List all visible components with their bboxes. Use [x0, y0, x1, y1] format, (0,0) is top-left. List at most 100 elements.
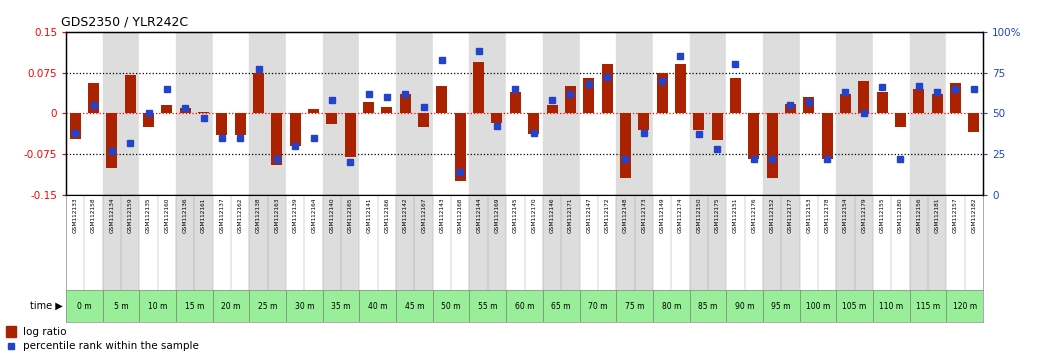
Bar: [121, 32, 140, 195]
Bar: [436, 86, 448, 113]
Bar: [671, 195, 689, 290]
Bar: [140, 195, 157, 290]
Bar: [140, 32, 157, 195]
Bar: [547, 105, 557, 113]
Bar: [140, 290, 176, 322]
Bar: [726, 32, 745, 195]
Bar: [143, 113, 154, 127]
Bar: [579, 290, 616, 322]
Text: 90 m: 90 m: [734, 302, 754, 311]
Text: GSM112142: GSM112142: [403, 198, 408, 233]
Bar: [272, 113, 282, 165]
Bar: [213, 32, 231, 195]
Bar: [745, 32, 763, 195]
Bar: [162, 105, 172, 113]
Bar: [323, 32, 341, 195]
Bar: [726, 290, 763, 322]
Text: GSM112147: GSM112147: [586, 198, 592, 233]
Text: GSM112144: GSM112144: [476, 198, 481, 233]
Bar: [836, 32, 855, 195]
Text: 5 m: 5 m: [113, 302, 128, 311]
Bar: [286, 32, 304, 195]
Text: 85 m: 85 m: [699, 302, 718, 311]
Text: GSM112143: GSM112143: [440, 198, 445, 233]
Text: 55 m: 55 m: [478, 302, 497, 311]
Text: 105 m: 105 m: [842, 302, 866, 311]
Bar: [965, 32, 983, 195]
Bar: [231, 195, 250, 290]
Bar: [510, 92, 521, 113]
Text: GDS2350 / YLR242C: GDS2350 / YLR242C: [61, 15, 188, 28]
Text: GSM112170: GSM112170: [531, 198, 536, 233]
Bar: [858, 81, 870, 113]
Bar: [579, 195, 598, 290]
Text: GSM112133: GSM112133: [72, 198, 78, 233]
Bar: [125, 75, 135, 113]
Text: GSM112168: GSM112168: [457, 198, 463, 233]
Text: GSM112164: GSM112164: [312, 198, 316, 233]
Bar: [818, 195, 836, 290]
Bar: [360, 32, 378, 195]
Bar: [616, 290, 652, 322]
Bar: [965, 195, 983, 290]
Bar: [620, 113, 630, 178]
Text: 0 m: 0 m: [78, 302, 91, 311]
Bar: [542, 195, 561, 290]
Bar: [928, 32, 946, 195]
Bar: [360, 195, 378, 290]
Bar: [157, 32, 176, 195]
Bar: [763, 32, 782, 195]
Text: 110 m: 110 m: [879, 302, 903, 311]
Text: GSM112158: GSM112158: [91, 198, 97, 233]
Bar: [470, 195, 488, 290]
Bar: [400, 94, 411, 113]
Bar: [583, 78, 594, 113]
Text: GSM112179: GSM112179: [861, 198, 866, 233]
Bar: [6, 326, 16, 337]
Bar: [635, 32, 652, 195]
Bar: [726, 195, 745, 290]
Bar: [836, 290, 873, 322]
Text: GSM112174: GSM112174: [678, 198, 683, 233]
Bar: [561, 195, 579, 290]
Bar: [799, 290, 836, 322]
Text: time ▶: time ▶: [30, 301, 63, 311]
Bar: [616, 195, 635, 290]
Bar: [855, 32, 873, 195]
Bar: [542, 32, 561, 195]
Bar: [378, 195, 397, 290]
Text: 50 m: 50 m: [442, 302, 461, 311]
Bar: [804, 97, 814, 113]
Bar: [179, 108, 191, 113]
Text: 45 m: 45 m: [405, 302, 424, 311]
Text: 115 m: 115 m: [916, 302, 940, 311]
Bar: [671, 32, 689, 195]
Text: 100 m: 100 m: [806, 302, 830, 311]
Text: GSM112156: GSM112156: [916, 198, 921, 233]
Text: 70 m: 70 m: [588, 302, 607, 311]
Text: GSM112162: GSM112162: [238, 198, 242, 233]
Bar: [66, 32, 84, 195]
Bar: [250, 195, 267, 290]
Bar: [909, 32, 928, 195]
Text: GSM112176: GSM112176: [751, 198, 756, 233]
Text: GSM112145: GSM112145: [513, 198, 518, 233]
Bar: [763, 195, 782, 290]
Text: GSM112180: GSM112180: [898, 198, 903, 233]
Text: GSM112136: GSM112136: [183, 198, 188, 233]
Bar: [745, 195, 763, 290]
Text: GSM112181: GSM112181: [935, 198, 940, 233]
Text: GSM112141: GSM112141: [366, 198, 371, 233]
Bar: [326, 113, 338, 124]
Bar: [914, 89, 924, 113]
Text: GSM112163: GSM112163: [275, 198, 279, 233]
Bar: [106, 113, 117, 167]
Bar: [652, 290, 689, 322]
Bar: [363, 102, 374, 113]
Bar: [946, 32, 965, 195]
Bar: [909, 290, 946, 322]
Bar: [564, 86, 576, 113]
Bar: [194, 32, 213, 195]
Bar: [433, 32, 451, 195]
Bar: [341, 32, 360, 195]
